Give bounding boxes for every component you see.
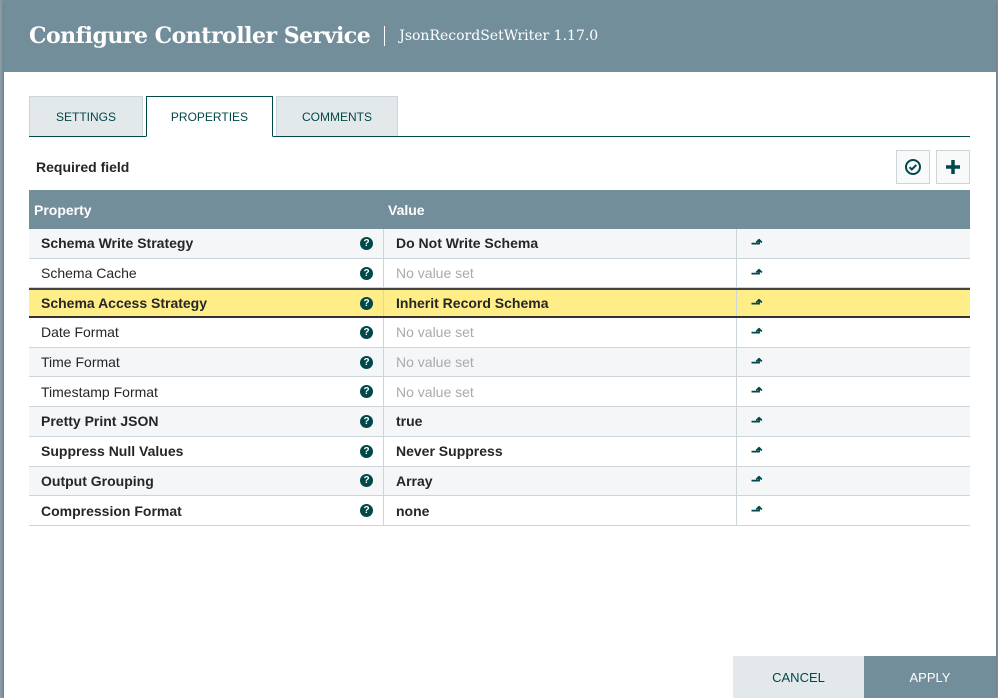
- property-value[interactable]: No value set: [384, 318, 737, 347]
- property-name-cell: Time Format?: [29, 347, 384, 377]
- table-row[interactable]: Schema Write Strategy? Do Not Write Sche…: [29, 229, 970, 259]
- title-divider: [384, 26, 386, 46]
- property-name-cell: Schema Access Strategy?: [29, 290, 384, 317]
- property-actions-cell: ⬏: [737, 348, 970, 377]
- property-value[interactable]: Never Suppress: [384, 436, 737, 466]
- go-to-icon[interactable]: ⬏: [751, 234, 763, 251]
- configure-controller-service-dialog: Configure Controller Service JsonRecordS…: [4, 0, 996, 698]
- go-to-icon[interactable]: ⬏: [751, 353, 763, 370]
- tab-bar: SETTINGS PROPERTIES COMMENTS: [29, 96, 970, 137]
- go-to-icon[interactable]: ⬏: [751, 412, 763, 429]
- properties-table: Property Value Schema Write Strategy? Do…: [29, 190, 970, 526]
- table-row[interactable]: Suppress Null Values? Never Suppress ⬏: [29, 436, 970, 467]
- property-actions-cell: ⬏: [737, 377, 970, 406]
- column-header-property: Property: [34, 201, 92, 218]
- property-actions-cell: ⬏: [737, 318, 970, 347]
- property-name: Suppress Null Values: [41, 443, 184, 460]
- dialog-subtitle: JsonRecordSetWriter 1.17.0: [399, 28, 599, 44]
- property-name-cell: Date Format?: [29, 318, 384, 347]
- help-icon[interactable]: ?: [360, 444, 373, 458]
- help-icon[interactable]: ?: [360, 325, 373, 339]
- required-field-label: Required field: [36, 159, 130, 175]
- property-value[interactable]: No value set: [384, 377, 737, 407]
- check-circle-icon: [905, 159, 921, 175]
- property-name-cell: Pretty Print JSON?: [29, 407, 384, 436]
- tab-properties[interactable]: PROPERTIES: [146, 96, 273, 137]
- property-actions-cell: ⬏: [737, 259, 970, 288]
- property-name: Schema Access Strategy: [41, 295, 208, 312]
- property-actions-cell: ⬏: [737, 407, 970, 436]
- go-to-icon[interactable]: ⬏: [751, 442, 763, 459]
- help-icon[interactable]: ?: [360, 355, 373, 369]
- property-name-cell: Compression Format?: [29, 496, 384, 525]
- go-to-icon[interactable]: ⬏: [751, 502, 763, 519]
- property-name: Time Format: [41, 354, 120, 371]
- dialog-title: Configure Controller Service: [29, 23, 371, 49]
- property-value[interactable]: Array: [384, 466, 737, 496]
- table-row[interactable]: Pretty Print JSON? true ⬏: [29, 407, 970, 437]
- go-to-icon[interactable]: ⬏: [751, 472, 763, 489]
- go-to-icon[interactable]: ⬏: [751, 294, 763, 311]
- property-name: Pretty Print JSON: [41, 413, 159, 430]
- help-icon[interactable]: ?: [360, 385, 373, 399]
- property-name-cell: Suppress Null Values?: [29, 436, 384, 466]
- property-actions-cell: ⬏: [737, 496, 970, 525]
- property-name: Output Grouping: [41, 472, 154, 489]
- table-row[interactable]: Date Format? No value set ⬏: [29, 318, 970, 348]
- help-icon[interactable]: ?: [360, 236, 373, 250]
- help-icon[interactable]: ?: [360, 266, 373, 280]
- property-value[interactable]: none: [384, 496, 737, 525]
- property-name-cell: Schema Write Strategy?: [29, 229, 384, 258]
- dialog-header: Configure Controller Service JsonRecordS…: [4, 0, 996, 72]
- table-row[interactable]: Schema Access Strategy? Inherit Record S…: [29, 288, 970, 319]
- tab-comments[interactable]: COMMENTS: [276, 96, 398, 136]
- property-value[interactable]: Inherit Record Schema: [384, 290, 737, 317]
- go-to-icon[interactable]: ⬏: [751, 264, 763, 281]
- help-icon[interactable]: ?: [360, 414, 373, 428]
- table-row[interactable]: Output Grouping? Array ⬏: [29, 466, 970, 497]
- table-row[interactable]: Schema Cache? No value set ⬏: [29, 258, 970, 289]
- property-name: Compression Format: [41, 502, 182, 519]
- table-header: Property Value: [29, 190, 970, 229]
- property-actions-cell: ⬏: [737, 467, 970, 496]
- tab-settings[interactable]: SETTINGS: [29, 96, 143, 136]
- property-value[interactable]: true: [384, 407, 737, 436]
- property-actions-cell: ⬏: [737, 229, 970, 258]
- help-icon[interactable]: ?: [360, 504, 373, 518]
- cancel-button[interactable]: CANCEL: [733, 656, 864, 698]
- property-value[interactable]: Do Not Write Schema: [384, 229, 737, 258]
- help-icon[interactable]: ?: [360, 474, 373, 488]
- property-value[interactable]: No value set: [384, 347, 737, 377]
- go-to-icon[interactable]: ⬏: [751, 323, 763, 340]
- verify-properties-button[interactable]: [896, 150, 930, 184]
- property-name-cell: Output Grouping?: [29, 466, 384, 496]
- table-row[interactable]: Time Format? No value set ⬏: [29, 347, 970, 378]
- add-property-button[interactable]: [936, 150, 970, 184]
- go-to-icon[interactable]: ⬏: [751, 383, 763, 400]
- property-actions-cell: ⬏: [737, 437, 970, 466]
- plus-icon: [946, 160, 960, 174]
- table-row[interactable]: Timestamp Format? No value set ⬏: [29, 377, 970, 408]
- column-header-value: Value: [388, 201, 425, 218]
- property-name: Schema Write Strategy: [41, 235, 194, 252]
- property-name-cell: Schema Cache?: [29, 258, 384, 288]
- property-value[interactable]: No value set: [384, 258, 737, 288]
- help-icon[interactable]: ?: [360, 296, 373, 310]
- apply-button[interactable]: APPLY: [864, 656, 996, 698]
- property-name-cell: Timestamp Format?: [29, 377, 384, 407]
- table-row[interactable]: Compression Format? none ⬏: [29, 496, 970, 526]
- property-name: Schema Cache: [41, 265, 137, 282]
- property-actions-cell: ⬏: [737, 290, 970, 316]
- property-name: Date Format: [41, 324, 119, 341]
- property-name: Timestamp Format: [41, 383, 158, 400]
